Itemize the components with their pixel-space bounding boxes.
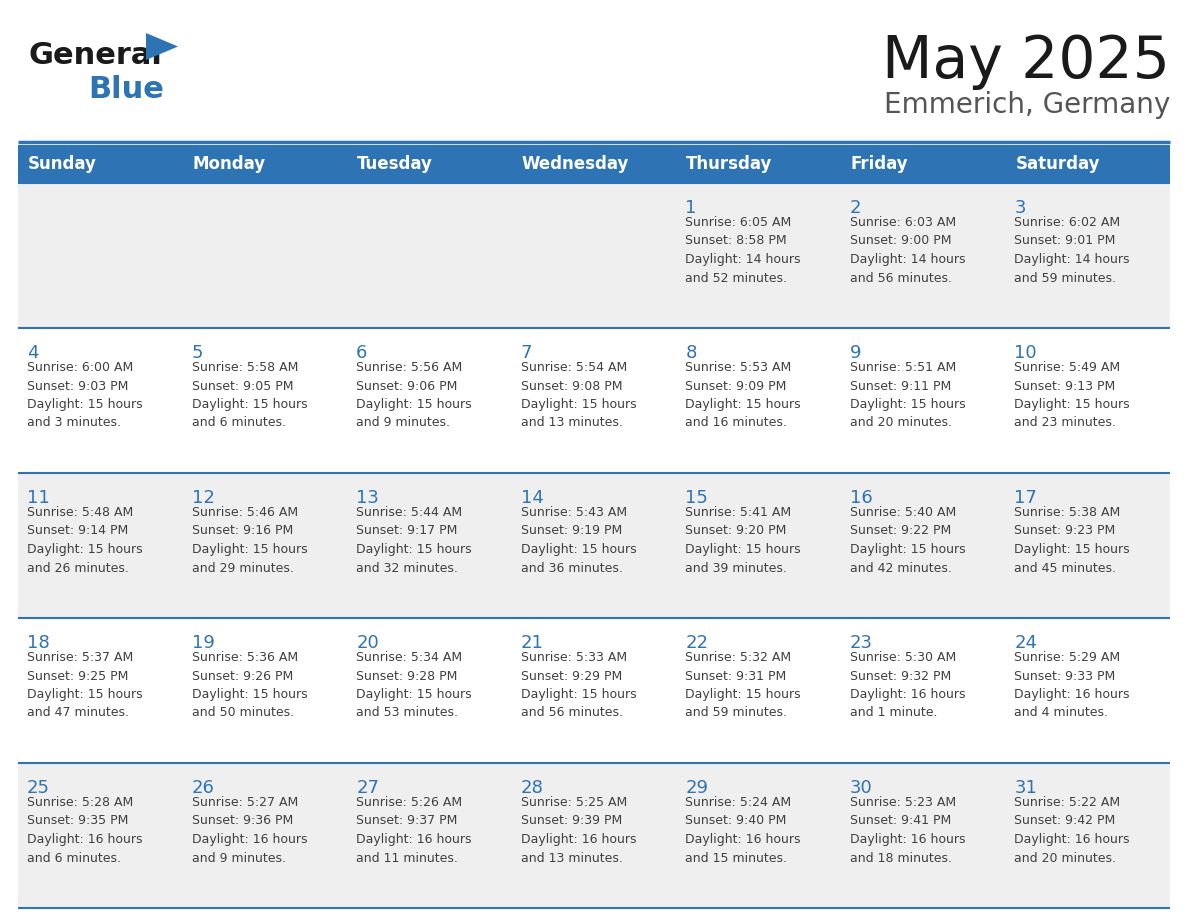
- Text: 27: 27: [356, 779, 379, 797]
- Text: 1: 1: [685, 199, 696, 217]
- Text: 19: 19: [191, 634, 215, 652]
- Text: Sunrise: 6:03 AM
Sunset: 9:00 PM
Daylight: 14 hours
and 56 minutes.: Sunrise: 6:03 AM Sunset: 9:00 PM Dayligh…: [849, 216, 966, 285]
- Text: Monday: Monday: [192, 155, 266, 173]
- Text: Sunrise: 5:36 AM
Sunset: 9:26 PM
Daylight: 15 hours
and 50 minutes.: Sunrise: 5:36 AM Sunset: 9:26 PM Dayligh…: [191, 651, 308, 720]
- Text: Sunrise: 5:43 AM
Sunset: 9:19 PM
Daylight: 15 hours
and 36 minutes.: Sunrise: 5:43 AM Sunset: 9:19 PM Dayligh…: [520, 506, 637, 575]
- Text: 26: 26: [191, 779, 215, 797]
- Text: 4: 4: [27, 344, 38, 362]
- Text: Sunrise: 5:22 AM
Sunset: 9:42 PM
Daylight: 16 hours
and 20 minutes.: Sunrise: 5:22 AM Sunset: 9:42 PM Dayligh…: [1015, 796, 1130, 865]
- Text: Sunrise: 5:37 AM
Sunset: 9:25 PM
Daylight: 15 hours
and 47 minutes.: Sunrise: 5:37 AM Sunset: 9:25 PM Dayligh…: [27, 651, 143, 720]
- Text: Sunrise: 5:34 AM
Sunset: 9:28 PM
Daylight: 15 hours
and 53 minutes.: Sunrise: 5:34 AM Sunset: 9:28 PM Dayligh…: [356, 651, 472, 720]
- Text: Sunrise: 6:00 AM
Sunset: 9:03 PM
Daylight: 15 hours
and 3 minutes.: Sunrise: 6:00 AM Sunset: 9:03 PM Dayligh…: [27, 361, 143, 430]
- Text: General: General: [29, 40, 162, 70]
- Text: 15: 15: [685, 489, 708, 507]
- Bar: [18, 183, 1170, 328]
- Text: 25: 25: [27, 779, 50, 797]
- Text: Blue: Blue: [88, 75, 164, 105]
- Text: Sunrise: 5:48 AM
Sunset: 9:14 PM
Daylight: 15 hours
and 26 minutes.: Sunrise: 5:48 AM Sunset: 9:14 PM Dayligh…: [27, 506, 143, 575]
- Text: 8: 8: [685, 344, 696, 362]
- Text: Sunrise: 5:26 AM
Sunset: 9:37 PM
Daylight: 16 hours
and 11 minutes.: Sunrise: 5:26 AM Sunset: 9:37 PM Dayligh…: [356, 796, 472, 865]
- Text: Sunrise: 5:32 AM
Sunset: 9:31 PM
Daylight: 15 hours
and 59 minutes.: Sunrise: 5:32 AM Sunset: 9:31 PM Dayligh…: [685, 651, 801, 720]
- Text: Sunrise: 5:30 AM
Sunset: 9:32 PM
Daylight: 16 hours
and 1 minute.: Sunrise: 5:30 AM Sunset: 9:32 PM Dayligh…: [849, 651, 966, 720]
- Text: 13: 13: [356, 489, 379, 507]
- Text: 9: 9: [849, 344, 861, 362]
- Text: 6: 6: [356, 344, 367, 362]
- Text: 30: 30: [849, 779, 873, 797]
- Text: 14: 14: [520, 489, 544, 507]
- Text: Sunrise: 5:41 AM
Sunset: 9:20 PM
Daylight: 15 hours
and 39 minutes.: Sunrise: 5:41 AM Sunset: 9:20 PM Dayligh…: [685, 506, 801, 575]
- Text: Sunrise: 5:49 AM
Sunset: 9:13 PM
Daylight: 15 hours
and 23 minutes.: Sunrise: 5:49 AM Sunset: 9:13 PM Dayligh…: [1015, 361, 1130, 430]
- Text: Saturday: Saturday: [1016, 155, 1100, 173]
- Text: Sunrise: 5:29 AM
Sunset: 9:33 PM
Daylight: 16 hours
and 4 minutes.: Sunrise: 5:29 AM Sunset: 9:33 PM Dayligh…: [1015, 651, 1130, 720]
- Text: 10: 10: [1015, 344, 1037, 362]
- Text: 23: 23: [849, 634, 873, 652]
- Text: Sunrise: 6:05 AM
Sunset: 8:58 PM
Daylight: 14 hours
and 52 minutes.: Sunrise: 6:05 AM Sunset: 8:58 PM Dayligh…: [685, 216, 801, 285]
- Bar: [18, 473, 1170, 618]
- Text: 21: 21: [520, 634, 544, 652]
- Text: Sunrise: 5:27 AM
Sunset: 9:36 PM
Daylight: 16 hours
and 9 minutes.: Sunrise: 5:27 AM Sunset: 9:36 PM Dayligh…: [191, 796, 307, 865]
- Text: Sunrise: 5:33 AM
Sunset: 9:29 PM
Daylight: 15 hours
and 56 minutes.: Sunrise: 5:33 AM Sunset: 9:29 PM Dayligh…: [520, 651, 637, 720]
- Text: Sunrise: 5:46 AM
Sunset: 9:16 PM
Daylight: 15 hours
and 29 minutes.: Sunrise: 5:46 AM Sunset: 9:16 PM Dayligh…: [191, 506, 308, 575]
- Text: 29: 29: [685, 779, 708, 797]
- Bar: [18, 618, 1170, 763]
- Text: Thursday: Thursday: [687, 155, 772, 173]
- Text: 18: 18: [27, 634, 50, 652]
- Text: Emmerich, Germany: Emmerich, Germany: [884, 91, 1170, 119]
- Text: Sunrise: 5:58 AM
Sunset: 9:05 PM
Daylight: 15 hours
and 6 minutes.: Sunrise: 5:58 AM Sunset: 9:05 PM Dayligh…: [191, 361, 308, 430]
- Text: Sunrise: 6:02 AM
Sunset: 9:01 PM
Daylight: 14 hours
and 59 minutes.: Sunrise: 6:02 AM Sunset: 9:01 PM Dayligh…: [1015, 216, 1130, 285]
- Text: Sunrise: 5:40 AM
Sunset: 9:22 PM
Daylight: 15 hours
and 42 minutes.: Sunrise: 5:40 AM Sunset: 9:22 PM Dayligh…: [849, 506, 966, 575]
- Text: 28: 28: [520, 779, 544, 797]
- Text: 22: 22: [685, 634, 708, 652]
- Text: Sunrise: 5:56 AM
Sunset: 9:06 PM
Daylight: 15 hours
and 9 minutes.: Sunrise: 5:56 AM Sunset: 9:06 PM Dayligh…: [356, 361, 472, 430]
- Polygon shape: [146, 33, 178, 60]
- Text: 5: 5: [191, 344, 203, 362]
- Text: Sunrise: 5:54 AM
Sunset: 9:08 PM
Daylight: 15 hours
and 13 minutes.: Sunrise: 5:54 AM Sunset: 9:08 PM Dayligh…: [520, 361, 637, 430]
- Bar: [18, 145, 1170, 183]
- Text: Sunrise: 5:44 AM
Sunset: 9:17 PM
Daylight: 15 hours
and 32 minutes.: Sunrise: 5:44 AM Sunset: 9:17 PM Dayligh…: [356, 506, 472, 575]
- Text: Sunrise: 5:51 AM
Sunset: 9:11 PM
Daylight: 15 hours
and 20 minutes.: Sunrise: 5:51 AM Sunset: 9:11 PM Dayligh…: [849, 361, 966, 430]
- Text: 3: 3: [1015, 199, 1026, 217]
- Text: 24: 24: [1015, 634, 1037, 652]
- Bar: [18, 763, 1170, 908]
- Text: Sunday: Sunday: [29, 155, 97, 173]
- Text: May 2025: May 2025: [883, 33, 1170, 91]
- Bar: [18, 328, 1170, 473]
- Text: Tuesday: Tuesday: [358, 155, 432, 173]
- Text: 17: 17: [1015, 489, 1037, 507]
- Text: 2: 2: [849, 199, 861, 217]
- Text: Sunrise: 5:38 AM
Sunset: 9:23 PM
Daylight: 15 hours
and 45 minutes.: Sunrise: 5:38 AM Sunset: 9:23 PM Dayligh…: [1015, 506, 1130, 575]
- Text: Sunrise: 5:24 AM
Sunset: 9:40 PM
Daylight: 16 hours
and 15 minutes.: Sunrise: 5:24 AM Sunset: 9:40 PM Dayligh…: [685, 796, 801, 865]
- Text: Sunrise: 5:28 AM
Sunset: 9:35 PM
Daylight: 16 hours
and 6 minutes.: Sunrise: 5:28 AM Sunset: 9:35 PM Dayligh…: [27, 796, 143, 865]
- Text: 31: 31: [1015, 779, 1037, 797]
- Text: 12: 12: [191, 489, 215, 507]
- Text: 20: 20: [356, 634, 379, 652]
- Text: Wednesday: Wednesday: [522, 155, 630, 173]
- Text: 7: 7: [520, 344, 532, 362]
- Text: 16: 16: [849, 489, 873, 507]
- Text: Friday: Friday: [851, 155, 909, 173]
- Text: Sunrise: 5:53 AM
Sunset: 9:09 PM
Daylight: 15 hours
and 16 minutes.: Sunrise: 5:53 AM Sunset: 9:09 PM Dayligh…: [685, 361, 801, 430]
- Text: Sunrise: 5:23 AM
Sunset: 9:41 PM
Daylight: 16 hours
and 18 minutes.: Sunrise: 5:23 AM Sunset: 9:41 PM Dayligh…: [849, 796, 966, 865]
- Text: 11: 11: [27, 489, 50, 507]
- Text: Sunrise: 5:25 AM
Sunset: 9:39 PM
Daylight: 16 hours
and 13 minutes.: Sunrise: 5:25 AM Sunset: 9:39 PM Dayligh…: [520, 796, 637, 865]
